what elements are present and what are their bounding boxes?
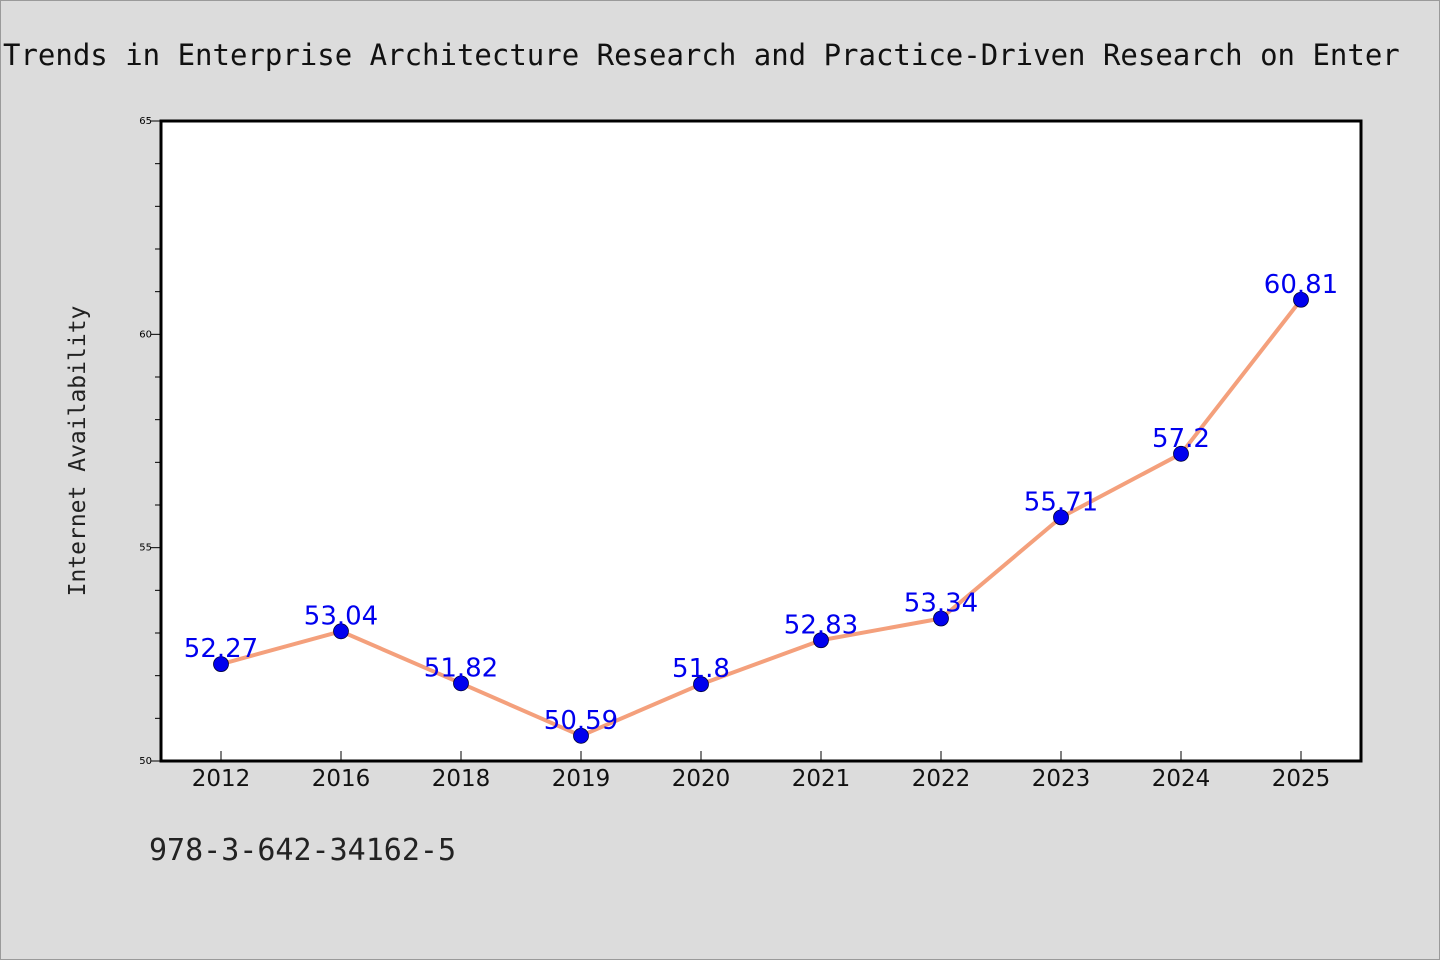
y-tick-label: 55	[139, 543, 152, 554]
data-point	[1293, 291, 1309, 308]
data-label: 53.34	[904, 588, 978, 618]
plot-area	[159, 119, 1363, 763]
x-tick-label: 2023	[1032, 766, 1091, 792]
footer-code: 978-3-642-34162-5	[149, 833, 457, 868]
y-tick-label: 60	[139, 329, 152, 340]
data-label: 51.8	[672, 654, 730, 684]
x-tick-label: 2012	[192, 766, 251, 792]
x-tick-label: 2025	[1272, 766, 1331, 792]
data-point	[1173, 445, 1189, 462]
data-label: 55.71	[1024, 487, 1098, 517]
data-label: 57.2	[1152, 424, 1210, 454]
data-label: 52.27	[184, 634, 258, 664]
data-point	[573, 727, 589, 744]
data-point	[813, 632, 829, 649]
x-tick-label: 2020	[672, 766, 731, 792]
x-tick-label: 2016	[312, 766, 371, 792]
data-label: 53.04	[304, 601, 378, 631]
data-point	[1053, 509, 1069, 526]
series-line	[220, 298, 1303, 738]
chart-title: Trends in Enterprise Architecture Resear…	[3, 38, 1400, 72]
data-point	[213, 656, 229, 673]
data-label: 51.82	[424, 653, 498, 683]
x-tick-label: 2021	[792, 766, 851, 792]
data-label: 60.81	[1264, 270, 1338, 300]
data-point	[693, 676, 709, 693]
data-point	[333, 623, 349, 640]
data-point	[933, 610, 949, 627]
x-tick-label: 2024	[1152, 766, 1211, 792]
y-tick-label: 65	[139, 116, 152, 127]
x-tick-label: 2019	[552, 766, 611, 792]
y-tick-label: 50	[139, 756, 152, 767]
data-point	[453, 675, 469, 692]
x-tick-label: 2022	[912, 766, 971, 792]
data-label: 52.83	[784, 610, 858, 640]
data-label: 50.59	[544, 706, 618, 736]
x-tick-label: 2018	[432, 766, 491, 792]
